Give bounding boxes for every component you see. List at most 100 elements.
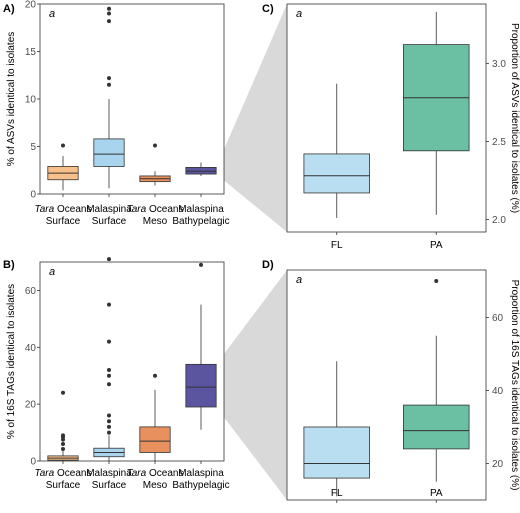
y-tick-label: 60	[492, 313, 504, 324]
outlier-point	[199, 262, 203, 267]
box-iqr	[93, 138, 125, 167]
panel-b: B) a 0 20 40 60 % of 16S TAGs identical to iso…	[3, 257, 230, 491]
panel-label: C)	[262, 3, 274, 15]
y-tick-label: 2.0	[492, 215, 506, 226]
box-4	[185, 162, 217, 176]
x-tick-label: PA	[430, 240, 443, 251]
panel-label: D)	[262, 259, 274, 271]
outlier-point	[107, 76, 111, 81]
panel-label: A)	[3, 3, 15, 15]
x-tick-label-part: Malaspina	[86, 204, 132, 215]
y-axis-title: % of ASVs identical to isolates	[6, 32, 17, 167]
y-tick-label: 0	[30, 457, 36, 468]
outlier-point	[107, 11, 111, 16]
x-tick-label: PA	[430, 488, 443, 499]
y-tick-label: 5	[30, 142, 36, 153]
box-iqr	[403, 404, 470, 450]
x-tick-label-line2: Surface	[92, 480, 127, 491]
outlier-point	[61, 447, 65, 452]
annotation-label: a	[49, 8, 55, 20]
y-axis-title: Proportion of 16S TAGs identical to isol…	[509, 280, 520, 491]
y-tick-label: 60	[25, 286, 37, 297]
box-2	[403, 278, 470, 482]
x-tick-label: Tara Oceans	[35, 468, 92, 479]
x-tick-label-line2: Surface	[92, 216, 127, 227]
zoom-connector-bottom	[216, 270, 287, 500]
box-iqr	[303, 153, 370, 194]
outlier-point	[107, 6, 111, 11]
outlier-point	[61, 437, 65, 442]
box-1	[303, 361, 370, 497]
y-tick-label: 2.5	[492, 137, 506, 148]
x-tick-label-italic: Tara	[127, 468, 147, 479]
outlier-point	[107, 382, 111, 387]
x-tick-label-line2: Meso	[143, 480, 168, 491]
outlier-point	[434, 278, 439, 283]
x-tick-label-line2: Surface	[46, 216, 81, 227]
panel-a: A) a 0 5 10 15 20 % of ASVs identical to isolat…	[3, 0, 230, 227]
outlier-point	[107, 339, 111, 344]
outlier-point	[61, 143, 65, 148]
box-4	[185, 262, 217, 430]
annotation-label: a	[49, 266, 55, 278]
x-tick-label-part: Oceans	[54, 204, 91, 215]
box-3	[139, 143, 171, 186]
box-2	[93, 257, 125, 461]
outlier-point	[107, 302, 111, 307]
box-iqr	[303, 426, 370, 479]
y-tick-label: 40	[25, 343, 37, 354]
box-2	[403, 11, 470, 215]
x-tick-label-part: Oceans	[54, 468, 91, 479]
y-tick-label: 20	[492, 459, 504, 470]
x-tick-label-line2: Bathypelagic	[172, 480, 229, 491]
x-tick-label: Malaspina	[178, 468, 224, 479]
box-1	[47, 143, 79, 191]
outlier-point	[107, 419, 111, 424]
plot-frame	[39, 261, 225, 462]
x-tick-label: Malaspina	[86, 204, 132, 215]
outlier-point	[61, 390, 65, 395]
outlier-point	[107, 430, 111, 435]
x-tick-label-italic: Tara	[35, 468, 55, 479]
outlier-point	[153, 373, 157, 378]
outlier-point	[107, 373, 111, 378]
x-tick-label: Malaspina	[86, 468, 132, 479]
outlier-point	[107, 368, 111, 373]
x-tick-label: FL	[331, 240, 343, 251]
outlier-point	[107, 19, 111, 24]
x-tick-label-part: Oceans	[146, 468, 183, 479]
outlier-point	[107, 257, 111, 262]
x-tick-label: Tara Oceans	[35, 204, 92, 215]
x-tick-label-line2: Meso	[143, 216, 168, 227]
box-3	[139, 373, 171, 461]
x-tick-label-line2: Bathypelagic	[172, 216, 229, 227]
y-tick-label: 40	[492, 386, 504, 397]
y-tick-label: 3.0	[492, 59, 506, 70]
x-tick-label-italic: Tara	[127, 204, 147, 215]
outlier-point	[107, 413, 111, 418]
panel-d: D) a 20 40 60 Proportion of 16S TAGs identica…	[262, 259, 520, 503]
y-tick-label: 15	[25, 47, 37, 58]
box-1	[47, 390, 79, 461]
x-tick-label-part: Malaspina	[178, 204, 224, 215]
x-tick-label: Tara Oceans	[127, 468, 184, 479]
outlier-point	[153, 143, 157, 148]
y-tick-label: 0	[30, 190, 36, 201]
zoom-connector-top	[216, 4, 287, 232]
x-tick-label-part: Oceans	[146, 204, 183, 215]
outlier-point	[107, 424, 111, 429]
box-2	[93, 6, 125, 189]
x-tick-label-part: Malaspina	[178, 468, 224, 479]
x-tick-label: Malaspina	[178, 204, 224, 215]
box-iqr	[139, 426, 171, 453]
plot-frame	[39, 3, 225, 195]
y-tick-label: 20	[25, 0, 37, 11]
x-tick-label: Tara Oceans	[127, 204, 184, 215]
x-tick-label-italic: Tara	[35, 204, 55, 215]
y-axis-title: Proportion of ASVs identical to isolates…	[509, 23, 520, 213]
outlier-point	[61, 433, 65, 438]
y-tick-label: 20	[25, 400, 37, 411]
panel-label: B)	[3, 259, 15, 271]
annotation-label: a	[296, 8, 302, 20]
